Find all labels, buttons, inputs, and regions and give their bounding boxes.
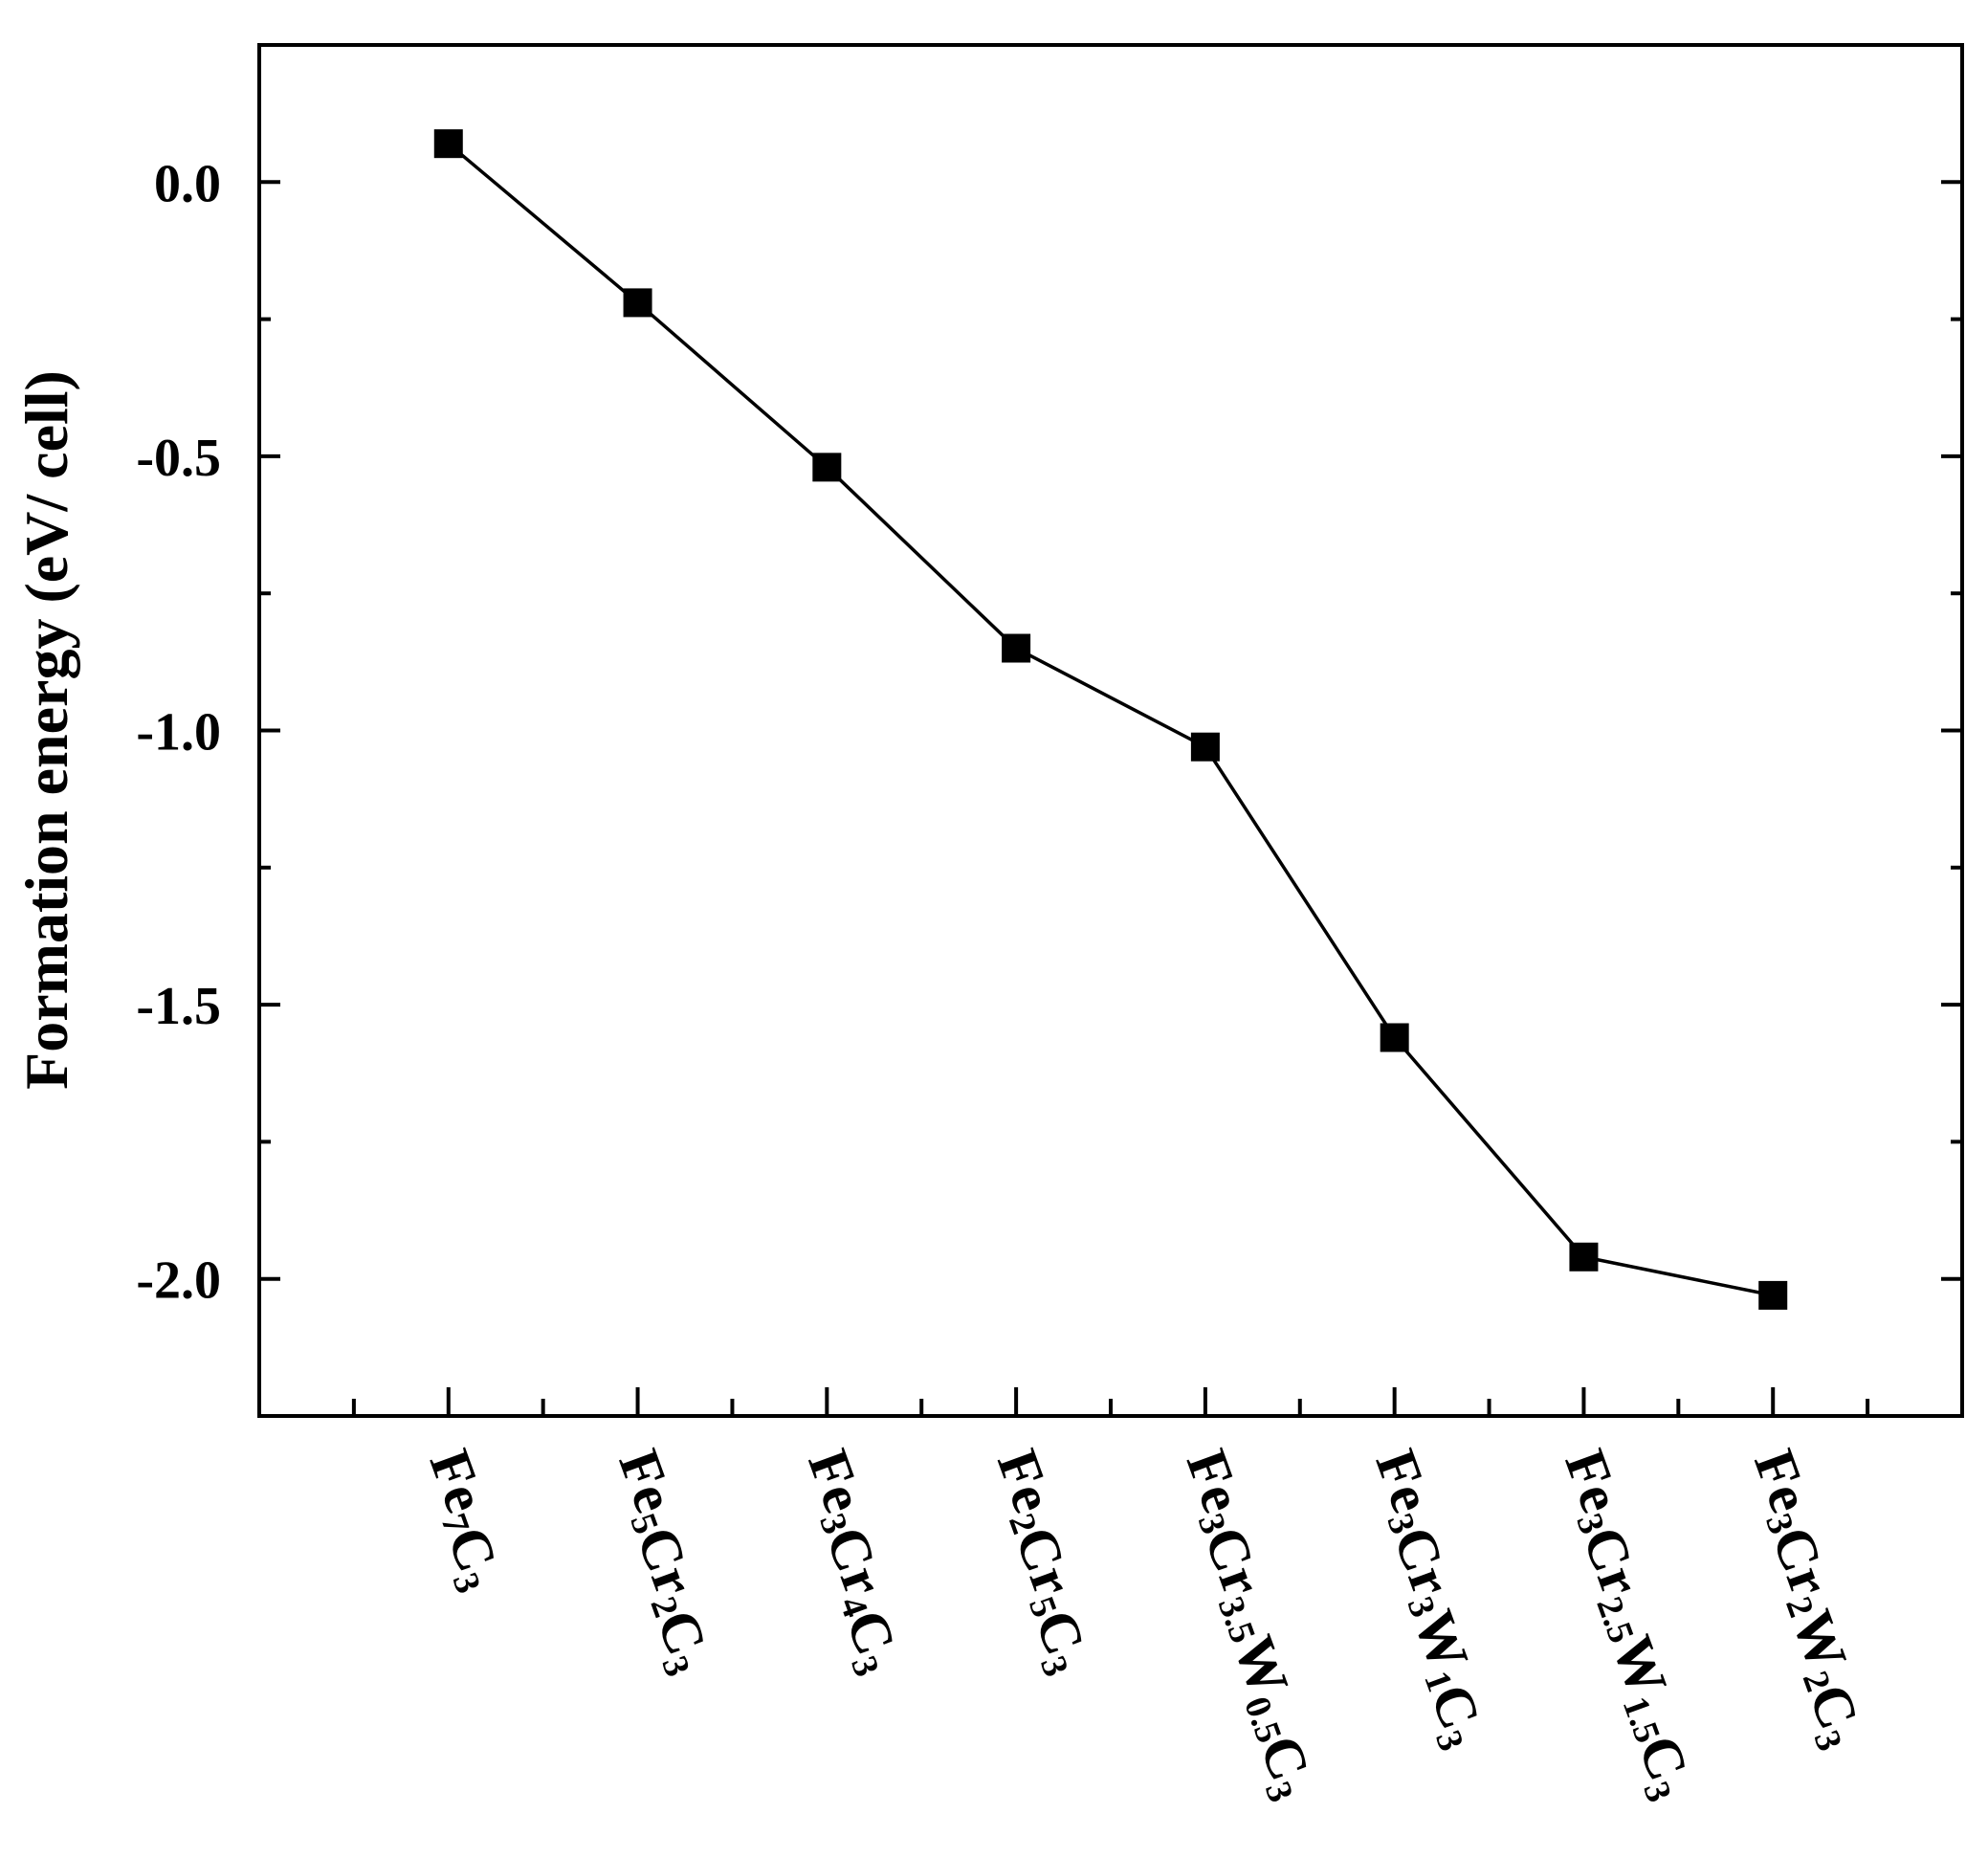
data-line [447, 142, 1774, 1297]
x-tick-label: Fe3Cr4C3 [773, 1442, 932, 1682]
y-tick-label: -1.5 [136, 977, 221, 1036]
data-point-marker [433, 129, 463, 159]
element-symbol: Fe [796, 1442, 876, 1520]
x-tick-label: Fe3Cr3W1C3 [1332, 1442, 1526, 1757]
x-tick-label: Fe7C3 [404, 1442, 525, 1599]
x-tick-label: Fe3Cr3.5W0.5C3 [1142, 1442, 1355, 1807]
data-point-marker [812, 453, 842, 482]
data-point-marker [1380, 1023, 1409, 1052]
x-tick-label: Fe5Cr2C3 [584, 1442, 742, 1682]
data-point-marker [1190, 732, 1220, 762]
y-ticks: 0.0 -0.5 -1.0 -1.5 -2.0 [136, 43, 1962, 1311]
x-ticks: Fe7C3 Fe5Cr2C3Fe3Cr4C3Fe2Cr5C3Fe3Cr3.5W0.… [351, 1387, 1904, 1807]
x-tick-label: Fe2Cr5C3 [961, 1442, 1120, 1682]
plot-frame [257, 43, 1964, 1418]
y-tick-label: 0.0 [154, 154, 221, 213]
y-axis-label: Formation energy (eV/ cell) [12, 370, 80, 1090]
x-tick-label: Fe3Cr2.5W1.5C3 [1520, 1442, 1733, 1807]
element-symbol: Fe [1553, 1442, 1633, 1520]
y-tick-label: -2.0 [136, 1251, 221, 1311]
data-point-marker [1758, 1280, 1788, 1310]
data-point-marker [623, 288, 652, 318]
element-symbol: Fe [1175, 1442, 1255, 1520]
data-point-marker [1569, 1242, 1599, 1272]
axes [257, 43, 1964, 1418]
element-symbol: Fe [607, 1442, 687, 1520]
x-tick-label: Fe3Cr2W2C3 [1710, 1442, 1904, 1757]
element-symbol: Fe [1363, 1442, 1444, 1520]
element-symbol: Fe [418, 1442, 498, 1520]
y-tick-label: -0.5 [136, 429, 221, 488]
element-symbol: Fe [1742, 1442, 1822, 1520]
y-tick-label: -1.0 [136, 703, 221, 763]
data-point-marker [1002, 633, 1031, 663]
series-line [433, 129, 1788, 1310]
element-symbol: Fe [985, 1442, 1066, 1520]
